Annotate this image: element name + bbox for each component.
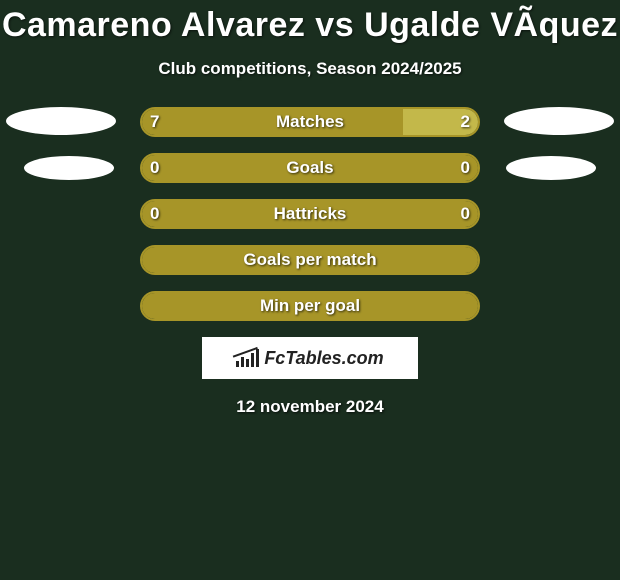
metric-label: Matches: [140, 107, 480, 137]
value-left: 7: [150, 107, 159, 137]
comparison-row: Goals0 0: [0, 153, 620, 183]
left-ellipse: [24, 156, 114, 180]
chart-icon: [236, 349, 258, 367]
right-ellipse: [506, 156, 596, 180]
comparison-row: Matches7 2: [0, 107, 620, 137]
metric-label: Goals per match: [140, 245, 480, 275]
date-text: 12 november 2024: [0, 397, 620, 417]
comparison-row: Goals per match: [0, 245, 620, 275]
logo-box: FcTables.com: [202, 337, 418, 379]
subtitle: Club competitions, Season 2024/2025: [0, 59, 620, 79]
logo-text: FcTables.com: [264, 348, 383, 369]
left-ellipse: [6, 107, 116, 135]
comparison-row: Hattricks0 0: [0, 199, 620, 229]
right-ellipse: [504, 107, 614, 135]
value-left: 0: [150, 199, 159, 229]
comparison-rows: Matches72Goals00Hattricks00Goals per mat…: [0, 107, 620, 321]
comparison-row: Min per goal: [0, 291, 620, 321]
value-right: 2: [461, 107, 470, 137]
metric-label: Goals: [140, 153, 480, 183]
metric-label: Min per goal: [140, 291, 480, 321]
value-right: 0: [461, 199, 470, 229]
value-left: 0: [150, 153, 159, 183]
value-right: 0: [461, 153, 470, 183]
metric-label: Hattricks: [140, 199, 480, 229]
page-title: Camareno Alvarez vs Ugalde VÃ­quez: [0, 0, 620, 45]
